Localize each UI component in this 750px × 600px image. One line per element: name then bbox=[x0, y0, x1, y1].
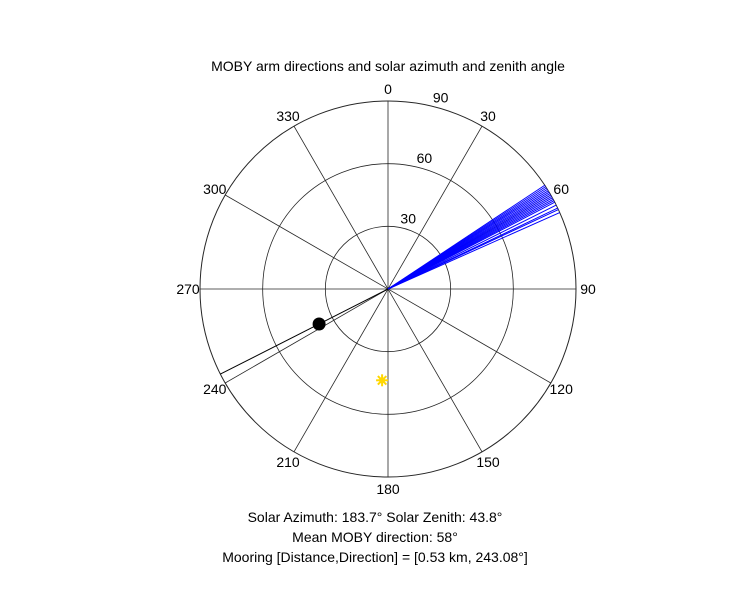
solar-caption: Solar Azimuth: 183.7° Solar Zenith: 43.8… bbox=[247, 509, 503, 525]
angle-tick-label: 180 bbox=[376, 481, 400, 497]
radial-tick-label: 60 bbox=[417, 150, 433, 166]
radial-tick-label: 90 bbox=[433, 89, 449, 105]
angle-tick-label: 30 bbox=[480, 108, 496, 124]
mooring-direction-line bbox=[220, 288, 389, 375]
angle-tick-label: 120 bbox=[550, 381, 574, 397]
angle-tick-label: 0 bbox=[384, 81, 392, 97]
grid-ring bbox=[324, 225, 452, 353]
moby-caption: Mean MOBY direction: 58° bbox=[292, 529, 458, 545]
mooring-marker bbox=[312, 317, 326, 331]
radial-tick-label: 30 bbox=[400, 210, 416, 226]
sun-marker bbox=[376, 374, 389, 387]
angle-tick-label: 90 bbox=[580, 281, 596, 297]
tick-labels: 0 30 60 90 120 150 180 210 240 270 300 330 30 60 90 bbox=[176, 81, 596, 497]
angle-tick-label: 240 bbox=[203, 381, 227, 397]
mooring-caption: Mooring [Distance,Direction] = [0.53 km,… bbox=[222, 549, 528, 565]
angle-tick-label: 150 bbox=[476, 454, 500, 470]
angle-tick-label: 270 bbox=[176, 281, 200, 297]
angle-tick-label: 300 bbox=[203, 181, 227, 197]
sun-core bbox=[379, 377, 386, 384]
angle-tick-label: 60 bbox=[553, 181, 569, 197]
grid-ring bbox=[262, 163, 514, 415]
moby-arm-line bbox=[387, 212, 560, 290]
moby-arm-line bbox=[387, 201, 555, 290]
data-layer bbox=[220, 184, 560, 387]
angle-tick-label: 330 bbox=[276, 108, 300, 124]
moby-arm-line bbox=[387, 204, 557, 290]
angle-tick-label: 210 bbox=[276, 454, 300, 470]
grid-ring bbox=[199, 100, 577, 478]
moby-arm-line bbox=[387, 209, 559, 290]
chart-title: MOBY arm directions and solar azimuth an… bbox=[211, 58, 565, 74]
